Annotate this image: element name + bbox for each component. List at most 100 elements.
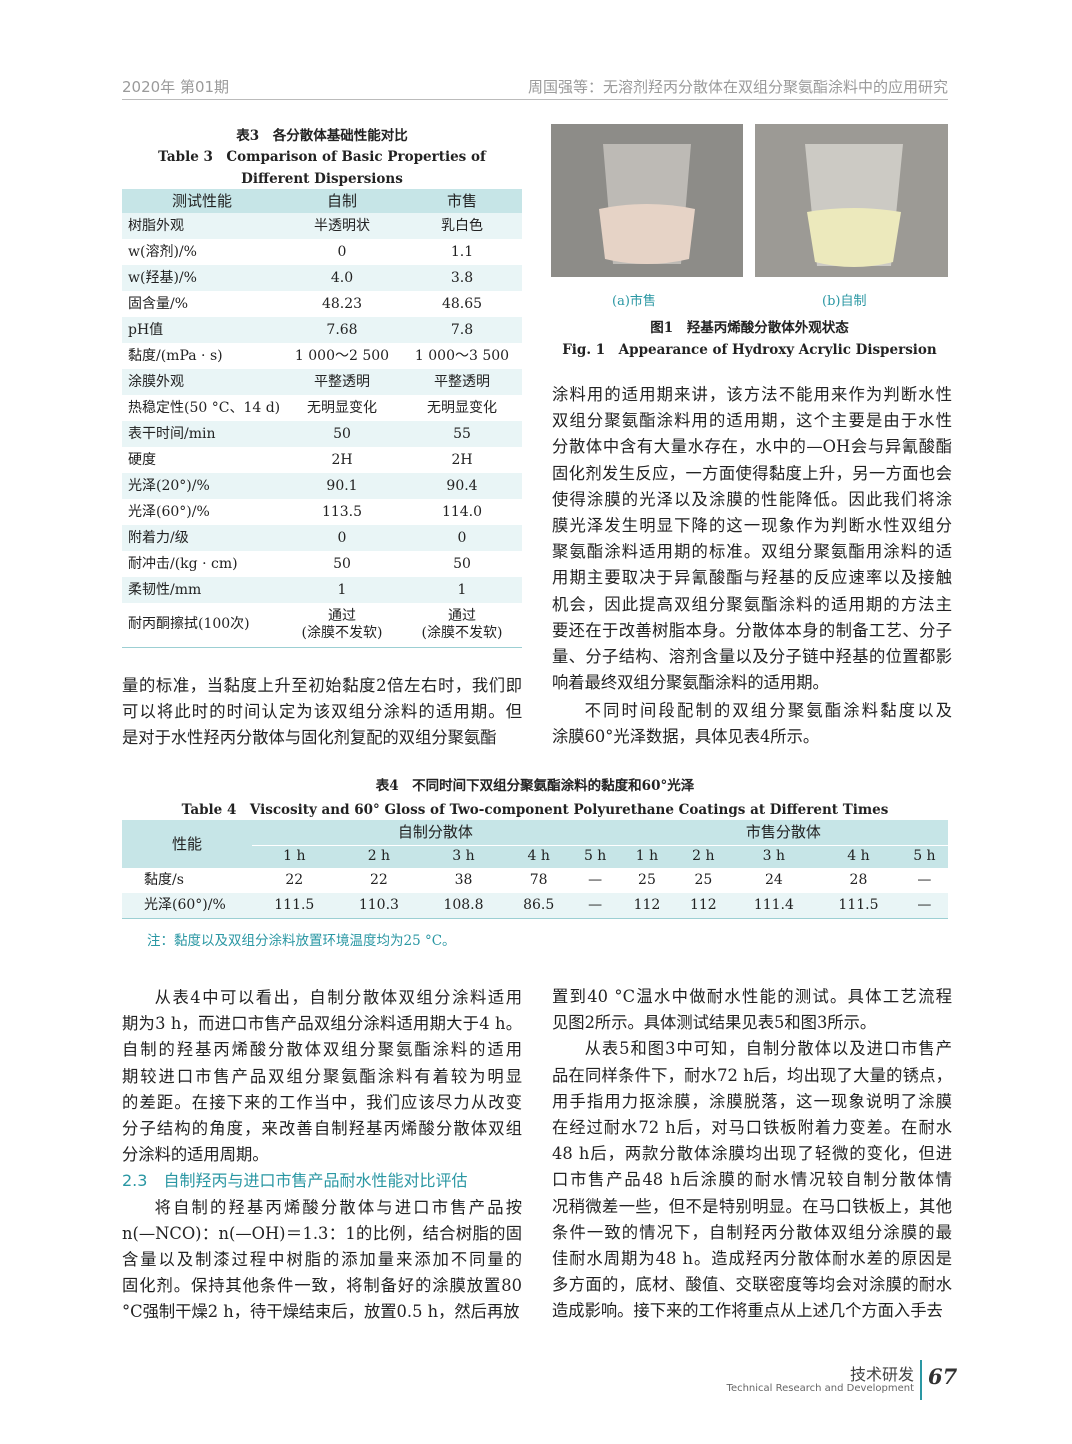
table-row: pH值 7.68 7.8 [122, 317, 522, 343]
text-line: 机会，因此提高双组分聚氨酯涂料的适用期的方法主 [552, 594, 952, 614]
table3-grid: 测试性能 自制 市售 树脂外观 半透明状 乳白色 w(溶剂)/% 0 1.1 w(羟基)/% 4.0… [122, 189, 522, 648]
text-line: 况稍微差一些，但不是特别明显。在马口铁板上，其他 [552, 1196, 952, 1216]
table-cell: 86.5 [523, 896, 555, 913]
table-row: 耐冲击/(kg · cm) 50 50 [122, 551, 522, 577]
table-cell: 48.65 [441, 295, 483, 312]
time-header: 4 h [847, 848, 870, 865]
header-row: 性能 自制分散体 市售分散体 [122, 820, 948, 852]
row-label: 光泽(60°)/% [144, 896, 226, 913]
table-cell: 3.8 [450, 269, 474, 286]
header-cell: 市售 [446, 191, 477, 210]
table-cell: 0 [337, 243, 347, 260]
table-cell: 22 [285, 872, 304, 888]
running-title: 周国强等：无溶剂羟丙分散体在双组分聚氨酯涂料中的应用研究 [527, 78, 948, 96]
paragraph: 将自制的羟基丙烯酸分散体与进口市售产品按 n(—NCO)：n(—OH)＝1.3：1… [122, 1195, 522, 1326]
text-line: 条件一致的情况下，自制羟丙分散体双组分涂膜的最 [552, 1222, 952, 1242]
text-line: 可以将此时的时间认定为该双组分涂料的适用期。但 [122, 702, 522, 722]
table-cell: 乳白色 [441, 217, 483, 234]
table-cell: 涂膜外观 [128, 373, 184, 390]
footer-section: 技术研发 [849, 1365, 914, 1384]
table4-title-cn: 表4 不同时间下双组分聚氨酯涂料的黏度和60°光泽 [375, 778, 695, 794]
panel-a-label: (a)市售 [612, 294, 656, 309]
table-row: 热稳定性(50 °C、14 d) 无明显变化 无明显变化 [122, 395, 522, 421]
column: 置到40 °C温水中做耐水性能的测试。具体工艺流程 见图2所示。具体测试结果见表5… [552, 984, 952, 1324]
table-cell: 7.8 [450, 321, 474, 338]
table-cell: 7.68 [326, 321, 358, 338]
table-cell: 0 [337, 529, 347, 546]
table4-note: 注：黏度以及双组分涂料放置环境温度均为25 °C。 [147, 933, 456, 949]
table-cell: 光泽(20°)/% [128, 477, 210, 494]
table-cell: 2H [331, 451, 353, 468]
table-cell: 25 [694, 872, 713, 888]
text-line: 期为3 h，而进口市售产品双组分涂料适用期大于4 h。 [122, 1014, 522, 1034]
table-cell: 1.1 [450, 243, 474, 260]
table-row: 涂膜外观 平整透明 平整透明 [122, 369, 522, 395]
table-cell: — [917, 872, 932, 888]
text-line: 自制的羟基丙烯酸分散体双组分聚氨酯涂料的适用 [122, 1040, 522, 1060]
text-line: 将自制的羟基丙烯酸分散体与进口市售产品按 [154, 1197, 522, 1217]
table-cell: 硬度 [128, 451, 156, 468]
time-header: 2 h [692, 848, 715, 865]
table-cell: 1 000～3 500 [414, 347, 510, 364]
header-row: 1 h 2 h 3 h 4 h 5 h 1 h 2 h 3 h 4 h 5 h [122, 845, 948, 868]
table-cell: 78 [529, 872, 548, 888]
table-cell: w(羟基)/% [128, 269, 197, 286]
table-cell: 111.5 [274, 896, 315, 913]
table-row: w(溶剂)/% 0 1.1 [122, 239, 522, 265]
column: 从表4中可以看出，自制分散体双组分涂料适用 期为3 h，而进口市售产品双组分涂料适… [122, 985, 522, 1325]
table-cell: 树脂外观 [128, 217, 184, 234]
table-cell: 108.8 [443, 896, 484, 913]
text-line: 用手指用力抠涂膜，涂膜脱落，这一现象说明了涂膜 [552, 1091, 952, 1111]
table-row: 树脂外观 半透明状 乳白色 [122, 213, 522, 239]
row-label: 黏度/s [144, 872, 184, 888]
table-cell: 半透明状 [314, 217, 370, 234]
fig1-caption-cn: 图1 羟基丙烯酸分散体外观状态 [650, 320, 849, 336]
table-cell: 50 [333, 555, 351, 572]
table-row: 光泽(60°)/% 111.5 110.3 108.8 86.5 — 112 112 111.4… [122, 893, 948, 918]
header-cell: 自制 [326, 191, 357, 210]
table-cell: 通过 (涂膜不发软) [301, 607, 383, 641]
table-cell: 热稳定性(50 °C、14 d) [128, 399, 281, 416]
issue: 2020年 第01期 [122, 78, 230, 96]
text-line: 期较进口市售产品双组分聚氨酯涂料有着较为明显 [122, 1066, 522, 1086]
table-cell: 90.1 [326, 477, 358, 494]
time-header: 4 h [527, 848, 550, 865]
table-cell: 平整透明 [314, 373, 370, 390]
paragraph: 量的标准，当黏度上升至初始黏度2倍左右时，我们即 可以将此时的时间认定为该双组分涂… [122, 673, 522, 752]
table-row: 光泽(20°)/% 90.1 90.4 [122, 473, 522, 499]
table-cell: 1 000～2 500 [294, 347, 390, 364]
table-cell: 平整透明 [434, 373, 490, 390]
table4-grid: 性能 自制分散体 市售分散体 1 h 2 h 3 h 4 h 5 h 1 h 2 h 3 h 4 h 5… [122, 820, 948, 919]
text-line: 48 h后，两款分散体涂膜均出现了轻微的变化，但进 [552, 1144, 952, 1164]
table-row: 柔韧性/mm 1 1 [122, 577, 522, 603]
table-row: 硬度 2H 2H [122, 447, 522, 473]
text-line: 涂料用的适用期来讲，该方法不能用来作为判断水性 [552, 385, 952, 404]
liquid-b [807, 208, 901, 267]
text-line: 涂膜60°光泽数据，具体见表4所示。 [552, 727, 820, 747]
table-cell: 固含量/% [128, 295, 189, 312]
text-line: 见图2所示。具体测试结果见表5和图3所示。 [552, 1013, 877, 1033]
text-line: 量、分子结构、溶剂含量以及分子链中羟基的位置都影 [552, 646, 952, 666]
table-row: 附着力/级 0 0 [122, 525, 522, 551]
text-line: 在经过耐水72 h后，对马口铁板附着力变差。在耐水 [552, 1117, 952, 1137]
table-cell: 114.0 [441, 503, 483, 520]
section-heading: 2.3 自制羟丙与进口市售产品耐水性能对比评估 [122, 1171, 468, 1191]
text-line: 分散体中含有大量水存在，水中的—OH会与异氰酸酯 [552, 437, 952, 457]
text-line: °C强制干燥2 h，待干燥结束后，放置0.5 h，然后再放 [122, 1302, 520, 1322]
paragraph: 置到40 °C温水中做耐水性能的测试。具体工艺流程 见图2所示。具体测试结果见表5… [552, 984, 952, 1036]
text-line: 是对于水性羟丙分散体与固化剂复配的双组分聚氨酯 [122, 728, 497, 748]
table-cell: — [588, 872, 603, 888]
table-cell: w(溶剂)/% [128, 243, 197, 260]
liquid-a [599, 204, 695, 264]
text-line: 用期主要取决于异氰酸酯与羟基的反应速率以及接触 [552, 568, 952, 588]
column: 量的标准，当黏度上升至初始黏度2倍左右时，我们即 可以将此时的时间认定为该双组分涂… [122, 673, 522, 752]
group-header: 自制分散体 [252, 820, 619, 846]
table-cell: 50 [333, 425, 351, 442]
text-line: 从表5和图3中可知，自制分散体以及进口市售产 [584, 1039, 952, 1059]
time-header: 1 h [635, 848, 659, 865]
header-rule [122, 99, 948, 100]
text-line: 分涂料的适用周期。 [122, 1145, 269, 1165]
table-cell: 耐丙酮擦拭(100次) [128, 616, 250, 633]
table4: 性能 自制分散体 市售分散体 1 h 2 h 3 h 4 h 5 h 1 h 2 h 3 h 4 h 5… [122, 820, 948, 919]
footer-rule [920, 1360, 922, 1400]
